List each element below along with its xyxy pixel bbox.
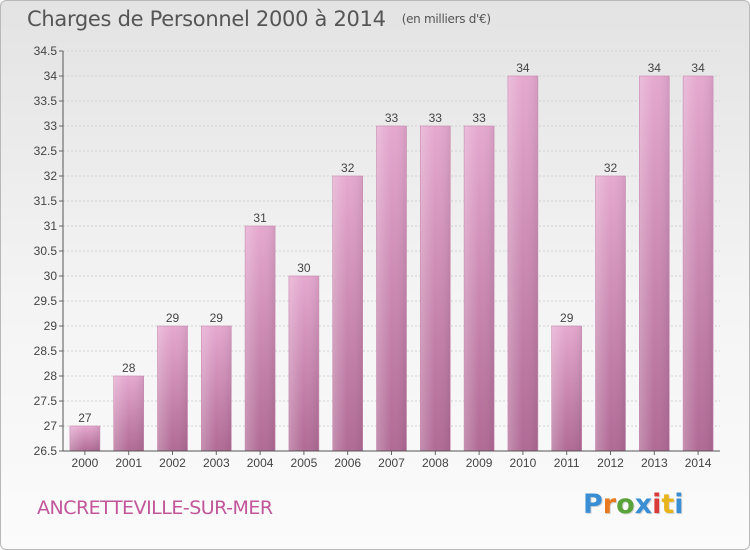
x-tick-label: 2012	[597, 456, 624, 470]
y-tick-label: 33	[44, 119, 58, 133]
bar	[638, 75, 670, 452]
y-tick-label: 31.5	[34, 194, 58, 208]
y-tick-label: 34	[44, 69, 58, 83]
bar	[69, 425, 101, 452]
bars	[69, 75, 714, 452]
y-tick-label: 30.5	[34, 244, 58, 258]
bar	[157, 325, 188, 452]
x-axis-ticks: 2000 2001 2002 2003 2004 2005 2006 2007 2008 2009…	[72, 451, 712, 470]
x-tick-label: 2007	[378, 456, 405, 470]
logo-letter: t	[661, 489, 675, 520]
chart-title: Charges de Personnel 2000 à 2014 (en mill…	[27, 7, 491, 31]
logo-letter: r	[602, 489, 617, 520]
logo-letter: x	[634, 489, 653, 520]
x-tick-label: 2001	[115, 456, 142, 470]
x-tick-label: 2000	[72, 456, 99, 470]
bar	[682, 75, 714, 452]
x-tick-label: 2013	[641, 456, 668, 470]
data-label: 33	[472, 111, 486, 125]
bar	[595, 175, 626, 452]
data-label: 32	[604, 161, 618, 175]
x-tick-label: 2010	[510, 456, 537, 470]
y-tick-label: 32.5	[34, 144, 58, 158]
y-tick-label: 27.5	[34, 394, 58, 408]
x-tick-label: 2002	[159, 456, 186, 470]
data-label: 34	[648, 61, 662, 75]
chart-title-text: Charges de Personnel 2000 à 2014	[27, 7, 386, 31]
y-tick-label: 33.5	[34, 94, 58, 108]
y-tick-label: 34.5	[34, 44, 58, 58]
x-tick-label: 2014	[685, 456, 712, 470]
data-label: 28	[122, 361, 136, 375]
bar	[551, 325, 583, 452]
logo-letter: i	[652, 489, 662, 520]
y-tick-label: 26.5	[34, 444, 58, 458]
x-tick-label: 2006	[334, 456, 361, 470]
x-tick-label: 2005	[291, 456, 318, 470]
data-label: 29	[166, 311, 180, 325]
logo-letter: P	[583, 489, 603, 520]
logo-letter: i	[674, 489, 684, 520]
x-tick-label: 2011	[554, 456, 580, 470]
data-label: 32	[341, 161, 355, 175]
data-label: 30	[297, 261, 311, 275]
data-label: 31	[253, 211, 267, 225]
data-label: 29	[560, 311, 574, 325]
data-label: 34	[691, 61, 705, 75]
axes	[62, 51, 720, 452]
data-label: 27	[78, 411, 92, 425]
bar	[244, 225, 276, 452]
data-label: 34	[516, 61, 530, 75]
x-tick-label: 2009	[466, 456, 493, 470]
bar	[376, 125, 407, 452]
y-tick-label: 29	[44, 319, 58, 333]
x-tick-label: 2004	[247, 456, 274, 470]
y-tick-label: 30	[44, 269, 58, 283]
location-name: ANCRETTEVILLE-SUR-MER	[37, 497, 273, 519]
x-tick-label: 2008	[422, 456, 449, 470]
bar	[507, 75, 539, 452]
y-tick-label: 28	[44, 369, 58, 383]
bar	[463, 125, 495, 452]
y-tick-label: 32	[44, 169, 58, 183]
y-tick-label: 29.5	[34, 294, 58, 308]
bar	[201, 325, 232, 452]
bar	[288, 275, 320, 452]
y-tick-label: 31	[44, 219, 58, 233]
bar	[113, 375, 144, 452]
y-tick-label: 28.5	[34, 344, 58, 358]
data-label: 33	[429, 111, 443, 125]
x-tick-label: 2003	[203, 456, 230, 470]
data-label: 29	[210, 311, 224, 325]
y-tick-label: 27	[44, 419, 58, 433]
chart-subtitle: (en milliers d'€)	[401, 12, 491, 26]
data-labels: 27 28 29 29 31 30 32 33 33 33 34 29 32 34 34	[78, 61, 705, 425]
data-label: 33	[385, 111, 399, 125]
y-axis-ticks: 26.5 27 27.5 28 28.5 29 29.5 30 30.5 31 31.5 32 32.5…	[34, 44, 63, 458]
logo-letter: o	[616, 489, 635, 520]
proxiti-logo: Proxiti	[583, 489, 684, 520]
bar	[332, 175, 364, 452]
bar	[419, 125, 451, 452]
